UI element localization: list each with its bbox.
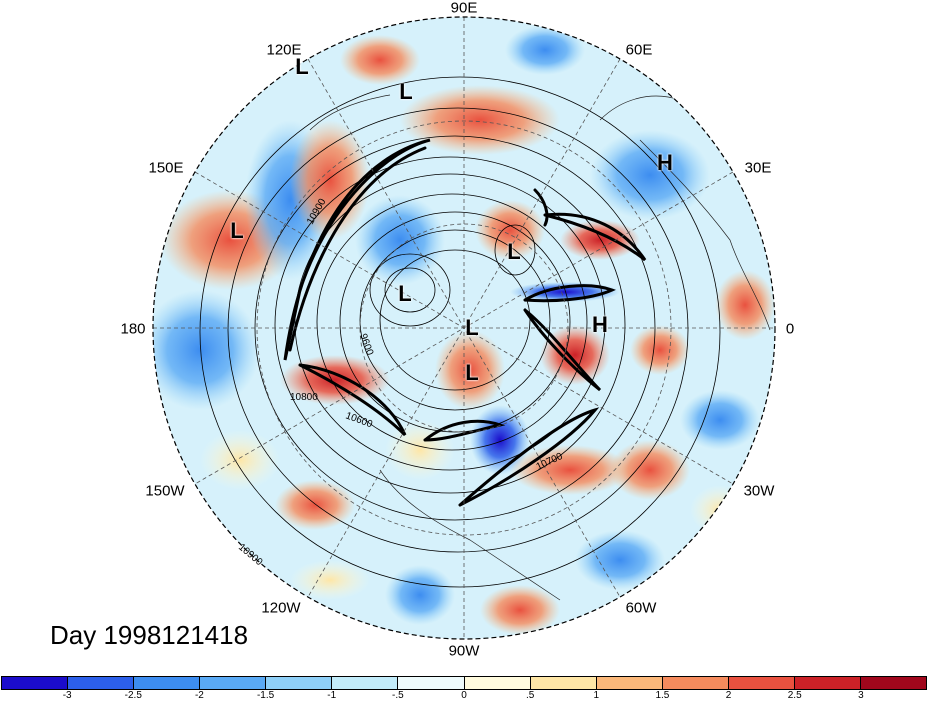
lon-label-120e: 120E — [266, 41, 302, 59]
colorbar-tick-label: 3 — [858, 690, 864, 701]
low-pressure-marker: L — [230, 218, 244, 243]
lon-label-120w: 120W — [261, 599, 301, 617]
low-pressure-marker: L — [465, 315, 479, 340]
lon-label-150e: 150E — [148, 159, 184, 177]
colorbar-tick-label: 2 — [725, 690, 732, 701]
high-pressure-marker: H — [592, 312, 608, 337]
lon-label-60e: 60E — [625, 41, 653, 59]
colorbar-tick-label: -.5 — [392, 690, 404, 701]
map-boundary — [152, 16, 776, 640]
colorbar-segment — [794, 677, 862, 689]
colorbar-tick-label: .5 — [525, 690, 535, 701]
colorbar — [1, 676, 927, 690]
anomaly-field — [153, 17, 775, 639]
high-pressure-marker: H — [657, 150, 673, 175]
colorbar-segment — [2, 677, 69, 689]
colorbar-tick-label: 2.5 — [787, 690, 802, 701]
lon-label-90w: 90W — [448, 642, 480, 660]
colorbar-segment — [530, 677, 597, 689]
colorbar-segment — [728, 677, 795, 689]
colorbar-segment — [398, 677, 465, 689]
colorbar-segment — [68, 677, 135, 689]
colorbar-tick-label: -2.5 — [124, 690, 142, 701]
lon-label-0: 0 — [785, 320, 795, 338]
colorbar-tick-label: -2 — [194, 690, 204, 701]
lon-label-150w: 150W — [145, 482, 185, 500]
colorbar-segment — [861, 677, 927, 689]
map-title: Day 1998121418 — [50, 620, 249, 650]
low-pressure-marker: L — [399, 79, 413, 104]
contour-label: 10800 — [290, 392, 318, 403]
colorbar-segment — [464, 677, 531, 689]
low-pressure-marker: L — [398, 281, 412, 306]
colorbar-tick-label: 1.5 — [655, 690, 670, 701]
colorbar-tick-label: 1 — [593, 690, 600, 701]
colorbar-segment — [134, 677, 201, 689]
low-pressure-marker: L — [507, 239, 521, 264]
lon-label-30e: 30E — [744, 159, 772, 177]
lon-label-30w: 30W — [743, 482, 775, 500]
lon-label-180: 180 — [120, 320, 146, 338]
colorbar-segment — [266, 677, 333, 689]
lon-label-90e: 90E — [450, 0, 478, 17]
colorbar-segment — [662, 677, 729, 689]
colorbar-tick-label: -1.5 — [256, 690, 275, 701]
lon-label-60w: 60W — [625, 599, 657, 617]
colorbar-segment — [200, 677, 267, 689]
colorbar-segment — [596, 677, 663, 689]
colorbar-segment — [332, 677, 399, 689]
colorbar-labels: -3 -2.5 -2 -1.5 -1 -.5 0 .5 1 1.5 2 2.5 3 — [1, 690, 927, 702]
low-pressure-marker: L — [295, 54, 309, 79]
colorbar-tick-label: -3 — [62, 690, 72, 701]
colorbar-tick-label: -1 — [327, 690, 337, 701]
low-pressure-marker: L — [465, 360, 479, 385]
colorbar-tick-label: 0 — [461, 690, 467, 701]
